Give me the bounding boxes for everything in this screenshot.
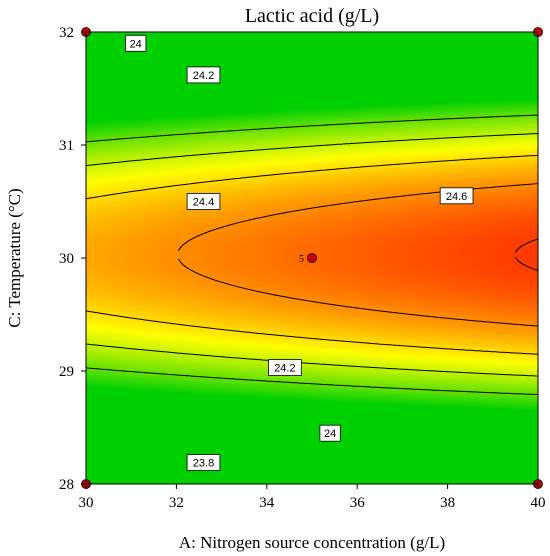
y-tick-label: 30 xyxy=(59,251,74,267)
contour-label-box xyxy=(439,187,474,205)
contour-line-23-8-upper xyxy=(85,114,538,143)
y-tick-label: 29 xyxy=(59,364,74,380)
contour-line-24-6-upper xyxy=(514,238,539,253)
contour-labels: 24 24.2 24.4 24.6 24.2 24 23.8 xyxy=(125,34,474,471)
contour-label: 24 xyxy=(324,428,336,440)
contour-label: 24.6 xyxy=(446,191,467,203)
contour-label: 24.2 xyxy=(193,70,214,82)
y-tick-label: 32 xyxy=(59,25,74,41)
contour-label-box xyxy=(125,34,147,52)
contour-label: 23.8 xyxy=(193,458,214,470)
contour-label: 24.2 xyxy=(274,363,295,375)
y-tick-label: 31 xyxy=(59,138,74,154)
x-tick-label: 36 xyxy=(350,495,366,511)
center-point xyxy=(307,253,317,263)
contour-lines xyxy=(85,114,539,395)
contour-label-box xyxy=(186,193,221,210)
x-tick-label: 32 xyxy=(169,495,184,511)
x-tick-label: 40 xyxy=(531,495,546,511)
contour-line-24-6-lower xyxy=(514,256,539,272)
contour-line-24-4-upper xyxy=(178,183,539,251)
y-axis-label: C: Temperature (°C) xyxy=(5,188,24,327)
contour-line-23-8-lower xyxy=(85,367,538,395)
contour-line-24-2-lower xyxy=(85,310,539,355)
x-tick-label: 38 xyxy=(440,495,455,511)
x-tick-label: 34 xyxy=(259,495,275,511)
contour-label-box xyxy=(186,454,221,471)
contour-line-24-upper xyxy=(85,133,539,167)
contour-label-box xyxy=(186,66,221,84)
contour-line-24-lower xyxy=(85,343,539,377)
x-axis-label: A: Nitrogen source concentration (g/L) xyxy=(179,533,445,552)
y-axis: 28 29 30 31 32 xyxy=(59,25,86,493)
contour-line-24-2-upper xyxy=(85,154,539,200)
center-point-label: 5 xyxy=(299,254,304,265)
contour-label: 24 xyxy=(130,38,142,50)
x-axis: 30 32 34 36 38 40 xyxy=(79,484,546,511)
plot-area: 24 24.2 24.4 24.6 24.2 24 23.8 5 xyxy=(81,27,543,489)
contour-label: 24.4 xyxy=(193,197,214,209)
y-tick-label: 28 xyxy=(59,477,74,493)
contour-label-box xyxy=(319,424,341,442)
x-tick-label: 30 xyxy=(79,495,94,511)
contour-label-box xyxy=(268,359,302,377)
contour-line-24-4-lower xyxy=(178,258,539,327)
chart-title: Lactic acid (g/L) xyxy=(245,5,379,27)
